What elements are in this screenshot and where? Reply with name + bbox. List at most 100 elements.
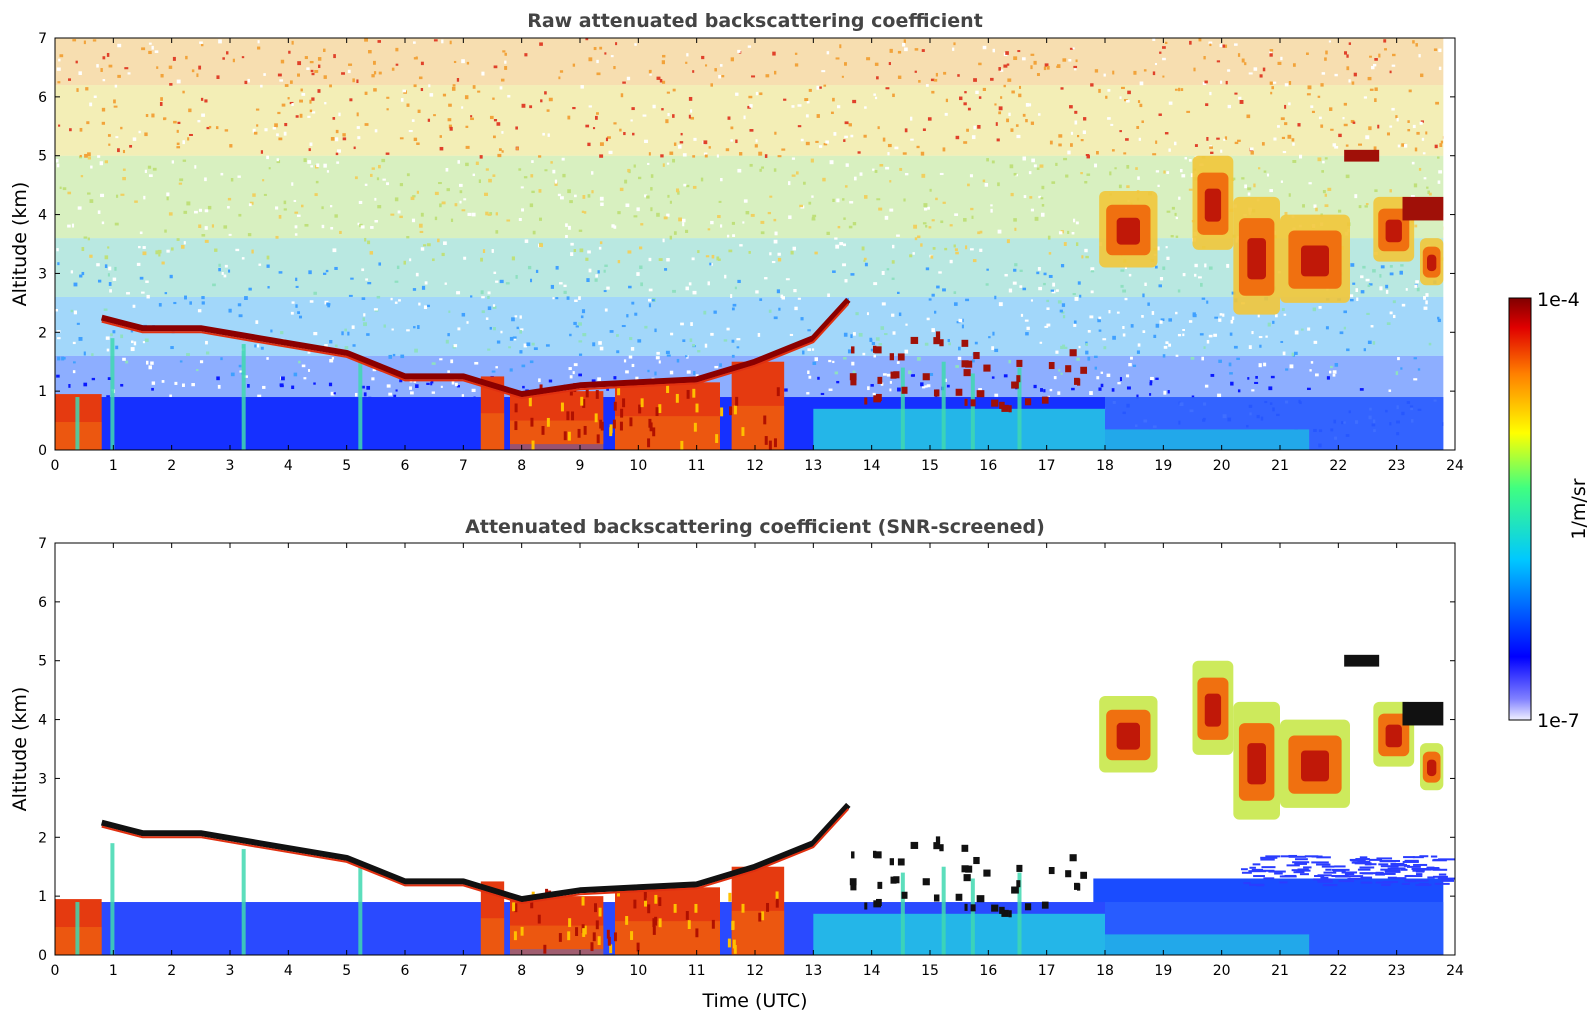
noise-speck (581, 309, 586, 314)
noise-speck (811, 348, 815, 351)
noise-speck (874, 96, 878, 100)
x-tick-label: 24 (1446, 963, 1464, 979)
noise-speck (1346, 66, 1350, 71)
noise-speck (277, 73, 282, 77)
noise-speck (144, 132, 148, 137)
noise-speck (1311, 110, 1315, 114)
noise-speck (91, 377, 96, 381)
cloud-streak (654, 894, 658, 904)
noise-speck (1222, 44, 1226, 48)
noise-speck (423, 244, 427, 247)
high-cloud-core (1247, 743, 1266, 785)
noise-speck (313, 291, 317, 295)
noise-speck (106, 52, 110, 57)
noise-speck (625, 203, 630, 208)
noise-speck (903, 198, 906, 202)
noise-speck (151, 113, 155, 118)
noise-speck (76, 322, 80, 325)
noise-speck (1425, 131, 1428, 135)
noise-speck (262, 179, 265, 182)
noise-speck (991, 346, 995, 350)
x-tick-label: 16 (979, 458, 997, 474)
noise-speck (1230, 381, 1234, 386)
noise-speck (926, 317, 930, 321)
noise-speck (487, 291, 491, 295)
fall-streak (241, 344, 246, 450)
noise-speck (821, 70, 826, 73)
noise-speck (1033, 60, 1037, 65)
noise-speck (481, 296, 485, 299)
noise-speck (120, 193, 125, 196)
x-tick-label: 3 (226, 963, 235, 979)
cloud-streak (638, 404, 642, 414)
noise-speck (247, 384, 250, 388)
noise-speck (661, 80, 666, 84)
noise-speck (803, 181, 806, 185)
noise-speck (887, 143, 892, 148)
noise-speck (670, 332, 674, 336)
noise-speck (1011, 90, 1015, 94)
noise-speck (774, 231, 778, 236)
aerosol-layer (1105, 429, 1310, 450)
noise-speck (194, 165, 197, 169)
cloud-streak (575, 927, 579, 937)
noise-speck (964, 91, 967, 94)
noise-speck (567, 115, 571, 120)
x-tick-label: 23 (1388, 458, 1406, 474)
cloud-fragment (1016, 359, 1023, 367)
noise-speck (161, 380, 165, 383)
noise-speck (188, 108, 192, 113)
high-cloud-core (1385, 724, 1402, 748)
noise-speck (1317, 95, 1321, 98)
noise-speck (611, 224, 615, 228)
cloud-streak (582, 928, 586, 937)
noise-speck (532, 230, 536, 235)
noise-speck (1234, 92, 1238, 95)
noise-speck (524, 53, 528, 57)
noise-speck (166, 249, 170, 253)
noise-speck (869, 337, 873, 342)
noise-speck (800, 317, 804, 321)
noise-speck (826, 231, 830, 235)
noise-speck (348, 294, 353, 297)
noise-speck (978, 388, 982, 391)
noise-speck (1206, 339, 1210, 344)
noise-speck (929, 372, 934, 376)
noise-speck (592, 127, 596, 130)
cloud-streak (530, 417, 534, 427)
noise-speck (249, 201, 254, 205)
cloud-base-layer-edge (101, 808, 850, 905)
noise-speck (89, 254, 93, 258)
noise-speck (1006, 118, 1010, 123)
noise-speck (248, 203, 252, 207)
noise-speck (374, 219, 378, 223)
noise-speck (1415, 879, 1429, 882)
noise-speck (216, 75, 220, 79)
noise-speck (406, 329, 410, 332)
noise-speck (1423, 177, 1427, 180)
noise-speck (640, 223, 644, 226)
noise-speck (923, 203, 928, 207)
cloud-fragment (1069, 349, 1077, 357)
noise-speck (1194, 144, 1198, 147)
noise-speck (896, 234, 900, 237)
noise-speck (485, 317, 489, 320)
noise-speck (583, 211, 587, 214)
cloud-streak (692, 388, 696, 398)
noise-speck (1360, 881, 1373, 884)
noise-speck (373, 88, 377, 92)
y-tick-label: 5 (38, 654, 47, 670)
noise-speck (1033, 384, 1037, 389)
noise-speck (1403, 864, 1410, 867)
noise-speck (1179, 168, 1183, 173)
noise-speck (963, 141, 968, 144)
noise-speck (737, 279, 741, 284)
noise-speck (90, 165, 93, 169)
noise-speck (303, 158, 307, 163)
noise-speck (1401, 882, 1410, 885)
noise-speck (608, 150, 613, 155)
noise-speck (682, 222, 685, 227)
noise-speck (491, 370, 496, 373)
noise-speck (717, 258, 721, 261)
noise-speck (132, 304, 136, 308)
